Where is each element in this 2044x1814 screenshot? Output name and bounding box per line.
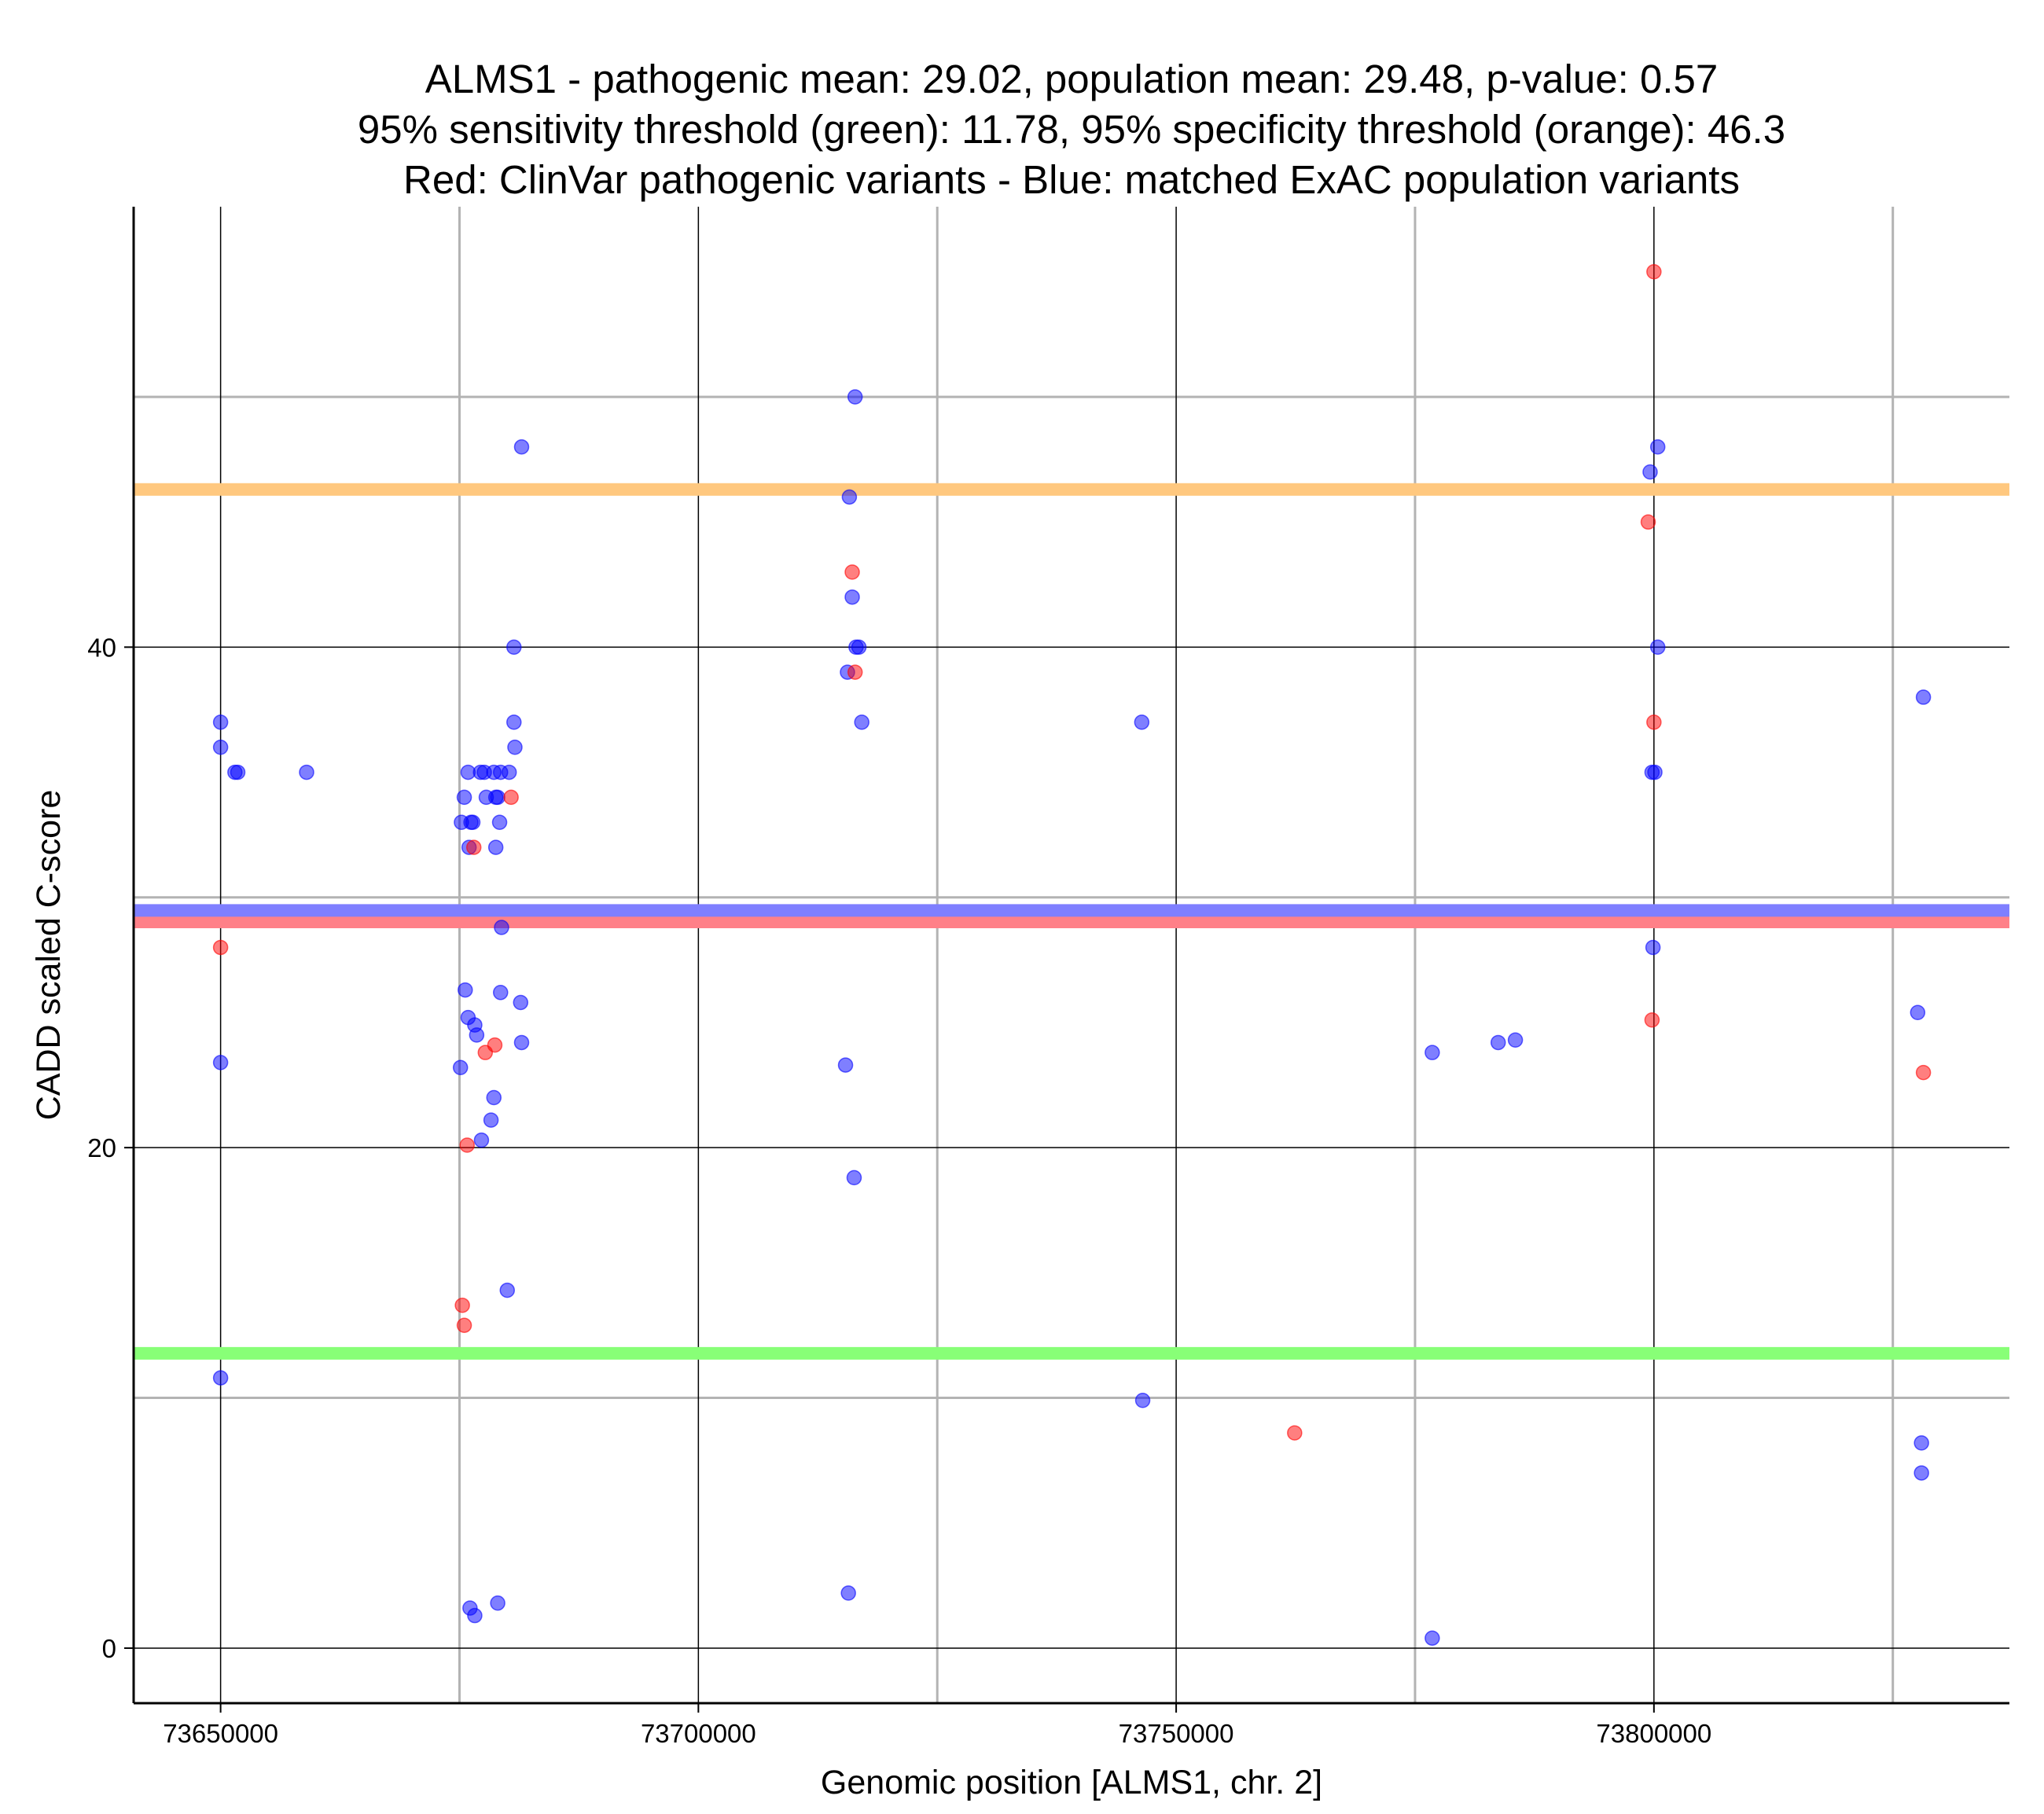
population-variant-point [841,489,858,505]
population-variant-point [1507,1032,1524,1048]
pathogenic-variant-point [454,1298,470,1313]
population-variant-point [1425,1045,1440,1060]
pathogenic-variant-point [1287,1425,1303,1441]
population-variant-point [465,814,481,831]
pathogenic-variant-point [1640,514,1656,530]
population-variant-point [212,1370,229,1386]
population-variant-point [1649,639,1666,655]
population-variant-point [1134,714,1150,730]
x-tick-label: 73750000 [1119,1719,1234,1748]
population-variant-point [467,1607,483,1624]
population-variant-point [507,739,523,755]
population-variant-point [1647,764,1663,780]
population-variant-point [1645,939,1661,956]
pathogenic-variant-point [456,1317,472,1333]
pathogenic-variant-point [459,1137,475,1153]
pathogenic-variant-point [847,664,863,680]
population-variant-point [506,714,522,730]
population-variant-point [1913,1465,1929,1481]
y-tick-label: 0 [102,1634,116,1663]
population-variant-point [492,985,509,1001]
population-variant-point [513,1034,530,1051]
population-variant-point [469,1027,485,1043]
pathogenic-variant-point [503,789,519,806]
pathogenic-variant-point [212,939,229,956]
threshold-layer [134,483,2009,1360]
x-axis-label: Genomic position [ALMS1, chr. 2] [821,1764,1322,1801]
population-variant-point [499,1282,516,1298]
population-variant-point [452,1059,469,1076]
points-layer [212,264,1932,1646]
x-tick-label: 73700000 [641,1719,756,1748]
population-variant-point [846,1170,862,1186]
population-variant-point [847,389,863,405]
population-variant-point [513,994,529,1011]
title-line-3: Red: ClinVar pathogenic variants - Blue:… [403,157,1740,202]
population-variant-point [851,639,867,655]
grid-layer [134,207,2009,1703]
chart-title: ALMS1 - pathogenic mean: 29.02, populati… [358,57,1785,202]
population-variant-point [840,1585,856,1601]
x-tick-label: 73650000 [163,1719,278,1748]
population-variant-point [506,639,522,655]
population-variant-point [837,1057,854,1073]
population-variant-point [299,764,314,780]
pathogenic-variant-point [1646,714,1662,730]
title-line-2: 95% sensitivity threshold (green): 11.78… [358,107,1785,152]
title-line-1: ALMS1 - pathogenic mean: 29.02, populati… [425,57,1718,101]
population-variant-point [212,714,229,730]
population-variant-point [854,714,869,730]
pathogenic-variant-point [487,1037,503,1053]
population-variant-point [1915,689,1932,705]
population-variant-point [1910,1004,1926,1020]
y-tick-label: 40 [87,633,116,662]
population-variant-point [844,589,860,605]
population-variant-point [230,764,246,780]
pathogenic-variant-point [1915,1064,1932,1081]
population-variant-point [1490,1034,1506,1051]
pathogenic-variant-point [1646,264,1662,280]
population-variant-point [486,1089,502,1106]
pathogenic-variant-point [465,839,482,855]
population-variant-point [487,839,504,855]
population-variant-point [212,739,229,755]
population-variant-point [473,1132,490,1148]
population-variant-point [456,789,472,806]
population-variant-point [491,814,508,831]
population-variant-point [494,920,509,935]
x-tick-label: 73800000 [1596,1719,1711,1748]
population-variant-point [1134,1392,1151,1408]
y-axis-label: CADD scaled C-score [30,790,68,1121]
population-variant-point [1649,439,1666,455]
y-tick-label: 20 [87,1133,116,1162]
pathogenic-variant-point [1644,1012,1660,1028]
tick-layer: 73650000 73700000 73750000 73800000 0 20 40 [87,633,1711,1748]
population-variant-point [1642,464,1658,480]
population-variant-point [513,439,530,455]
population-variant-point [490,789,505,806]
population-variant-point [483,1112,499,1128]
pathogenic-variant-point [844,564,860,580]
axes-layer [132,207,2009,1705]
population-variant-point [458,982,473,998]
population-variant-point [1913,1435,1929,1451]
population-variant-point [212,1055,229,1070]
population-variant-point [501,764,517,780]
population-variant-point [1425,1630,1440,1646]
population-variant-point [490,1595,505,1611]
